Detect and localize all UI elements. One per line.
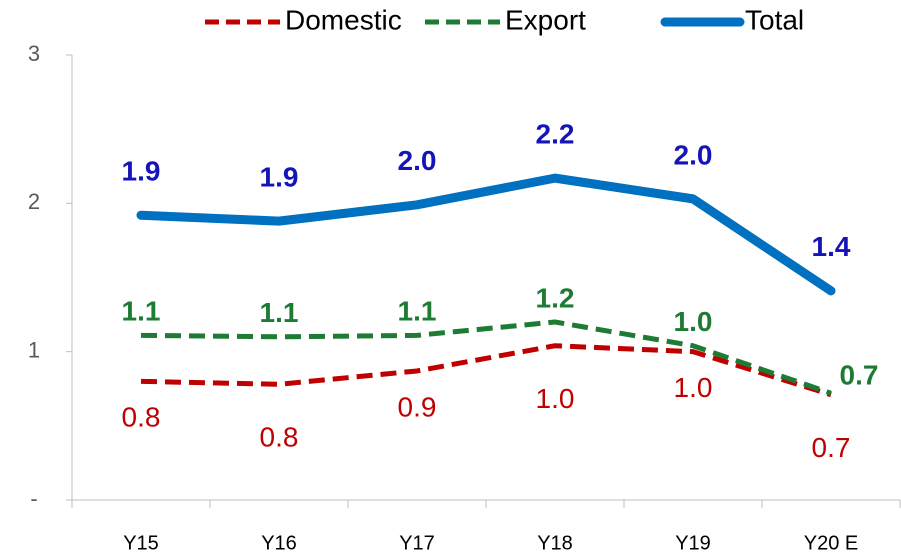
x-tick-label: Y18 (537, 532, 573, 554)
data-label: 0.7 (812, 432, 851, 463)
data-label: 0.8 (122, 402, 161, 433)
data-label: 0.9 (398, 391, 437, 422)
data-label: 1.1 (122, 296, 161, 327)
legend-label: Total (745, 4, 804, 35)
x-tick-label: Y16 (261, 532, 297, 554)
data-label: 1.0 (674, 306, 713, 337)
data-label: 1.0 (536, 383, 575, 414)
legend-label: Export (505, 4, 586, 35)
y-tick-label: - (30, 486, 37, 511)
series-line (140, 319, 832, 396)
x-tick-label: Y19 (675, 532, 711, 554)
y-tick-label: 1 (28, 337, 40, 362)
data-label: 1.4 (812, 231, 851, 262)
y-tick-label: 2 (28, 189, 40, 214)
data-label: 2.2 (536, 119, 575, 150)
data-label: 1.2 (536, 282, 575, 313)
y-tick-label: 3 (28, 41, 40, 66)
data-label: 2.0 (674, 139, 713, 170)
x-tick-label: Y17 (399, 532, 435, 554)
data-label: 1.9 (260, 162, 299, 193)
data-label: 2.0 (398, 145, 437, 176)
legend-label: Domestic (285, 4, 402, 35)
data-label: 1.0 (674, 372, 713, 403)
data-label: 1.1 (260, 297, 299, 328)
data-label: 1.1 (398, 296, 437, 327)
data-label: 1.9 (122, 156, 161, 187)
series-line (140, 343, 832, 398)
data-label: 0.8 (260, 422, 299, 453)
series-line (136, 173, 836, 296)
data-label: 0.7 (840, 360, 879, 391)
x-tick-label: Y15 (123, 532, 159, 554)
x-tick-label: Y20 E (804, 532, 858, 554)
